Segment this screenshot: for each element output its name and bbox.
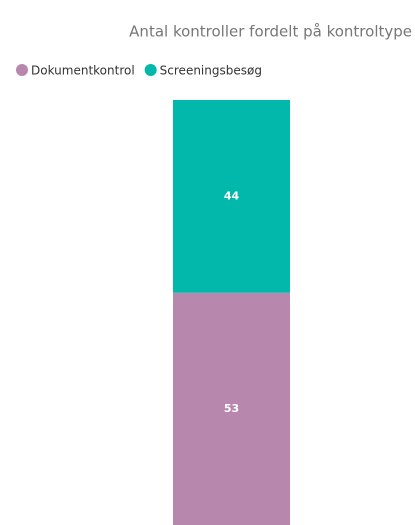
data-label: 44 xyxy=(224,189,240,202)
legend-swatch xyxy=(16,64,28,76)
bar-segment xyxy=(173,292,290,525)
data-label: 53 xyxy=(224,402,239,415)
legend-swatch xyxy=(144,64,157,76)
legend-label: Dokumentkontrol xyxy=(31,64,135,78)
legend-label: Screeningsbesøg xyxy=(160,64,262,78)
chart-title: Antal kontroller fordelt på kontroltype xyxy=(129,23,412,41)
bar-segment xyxy=(173,100,290,293)
